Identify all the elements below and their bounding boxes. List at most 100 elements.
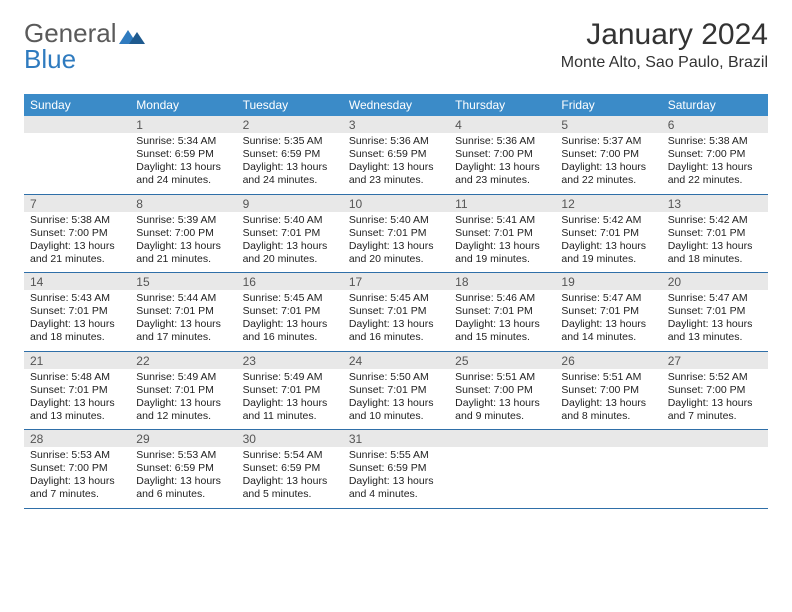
day-cell: Sunrise: 5:51 AM Sunset: 7:00 PM Dayligh… xyxy=(555,369,661,430)
day-cell: Sunrise: 5:45 AM Sunset: 7:01 PM Dayligh… xyxy=(343,290,449,351)
day-cell xyxy=(555,447,661,508)
weekday-label: Thursday xyxy=(449,94,555,116)
day-number: 7 xyxy=(24,195,130,212)
day-number: 12 xyxy=(555,195,661,212)
weeks-container: 123456Sunrise: 5:34 AM Sunset: 6:59 PM D… xyxy=(24,116,768,509)
day-number: 6 xyxy=(662,116,768,133)
header: General January 2024 Monte Alto, Sao Pau… xyxy=(24,18,768,72)
day-content-row: Sunrise: 5:43 AM Sunset: 7:01 PM Dayligh… xyxy=(24,290,768,351)
day-cell: Sunrise: 5:36 AM Sunset: 7:00 PM Dayligh… xyxy=(449,133,555,194)
day-cell: Sunrise: 5:55 AM Sunset: 6:59 PM Dayligh… xyxy=(343,447,449,508)
day-cell: Sunrise: 5:37 AM Sunset: 7:00 PM Dayligh… xyxy=(555,133,661,194)
day-cell: Sunrise: 5:51 AM Sunset: 7:00 PM Dayligh… xyxy=(449,369,555,430)
day-number: 2 xyxy=(237,116,343,133)
calendar: Sunday Monday Tuesday Wednesday Thursday… xyxy=(24,94,768,509)
logo-word2: Blue xyxy=(24,44,76,75)
day-number: 30 xyxy=(237,430,343,447)
week-block: 21222324252627Sunrise: 5:48 AM Sunset: 7… xyxy=(24,352,768,431)
day-cell: Sunrise: 5:48 AM Sunset: 7:01 PM Dayligh… xyxy=(24,369,130,430)
weekday-label: Friday xyxy=(555,94,661,116)
day-cell: Sunrise: 5:34 AM Sunset: 6:59 PM Dayligh… xyxy=(130,133,236,194)
day-cell: Sunrise: 5:50 AM Sunset: 7:01 PM Dayligh… xyxy=(343,369,449,430)
day-number xyxy=(449,430,555,447)
day-cell: Sunrise: 5:40 AM Sunset: 7:01 PM Dayligh… xyxy=(343,212,449,273)
day-number-row: 78910111213 xyxy=(24,195,768,212)
week-block: 123456Sunrise: 5:34 AM Sunset: 6:59 PM D… xyxy=(24,116,768,195)
day-cell: Sunrise: 5:40 AM Sunset: 7:01 PM Dayligh… xyxy=(237,212,343,273)
day-number: 27 xyxy=(662,352,768,369)
day-cell: Sunrise: 5:42 AM Sunset: 7:01 PM Dayligh… xyxy=(662,212,768,273)
day-cell: Sunrise: 5:42 AM Sunset: 7:01 PM Dayligh… xyxy=(555,212,661,273)
day-number: 28 xyxy=(24,430,130,447)
title-block: January 2024 Monte Alto, Sao Paulo, Braz… xyxy=(561,18,768,72)
day-number: 22 xyxy=(130,352,236,369)
day-number: 16 xyxy=(237,273,343,290)
location: Monte Alto, Sao Paulo, Brazil xyxy=(561,54,768,72)
day-cell xyxy=(449,447,555,508)
day-content-row: Sunrise: 5:48 AM Sunset: 7:01 PM Dayligh… xyxy=(24,369,768,430)
day-number: 4 xyxy=(449,116,555,133)
week-block: 28293031Sunrise: 5:53 AM Sunset: 7:00 PM… xyxy=(24,430,768,509)
day-number: 21 xyxy=(24,352,130,369)
day-number: 23 xyxy=(237,352,343,369)
weekday-label: Wednesday xyxy=(343,94,449,116)
day-cell: Sunrise: 5:54 AM Sunset: 6:59 PM Dayligh… xyxy=(237,447,343,508)
day-cell: Sunrise: 5:35 AM Sunset: 6:59 PM Dayligh… xyxy=(237,133,343,194)
weekday-label: Monday xyxy=(130,94,236,116)
day-cell: Sunrise: 5:53 AM Sunset: 7:00 PM Dayligh… xyxy=(24,447,130,508)
day-cell: Sunrise: 5:45 AM Sunset: 7:01 PM Dayligh… xyxy=(237,290,343,351)
day-cell: Sunrise: 5:43 AM Sunset: 7:01 PM Dayligh… xyxy=(24,290,130,351)
day-number: 9 xyxy=(237,195,343,212)
day-number: 11 xyxy=(449,195,555,212)
day-number-row: 21222324252627 xyxy=(24,352,768,369)
day-number-row: 14151617181920 xyxy=(24,273,768,290)
day-number: 26 xyxy=(555,352,661,369)
day-number: 14 xyxy=(24,273,130,290)
day-number: 18 xyxy=(449,273,555,290)
day-number xyxy=(662,430,768,447)
day-number: 19 xyxy=(555,273,661,290)
week-block: 14151617181920Sunrise: 5:43 AM Sunset: 7… xyxy=(24,273,768,352)
day-number-row: 123456 xyxy=(24,116,768,133)
day-number: 25 xyxy=(449,352,555,369)
weekday-header-row: Sunday Monday Tuesday Wednesday Thursday… xyxy=(24,94,768,116)
day-number: 13 xyxy=(662,195,768,212)
day-number: 31 xyxy=(343,430,449,447)
day-cell: Sunrise: 5:47 AM Sunset: 7:01 PM Dayligh… xyxy=(662,290,768,351)
day-cell xyxy=(24,133,130,194)
weekday-label: Tuesday xyxy=(237,94,343,116)
day-cell: Sunrise: 5:46 AM Sunset: 7:01 PM Dayligh… xyxy=(449,290,555,351)
day-number: 15 xyxy=(130,273,236,290)
day-cell: Sunrise: 5:52 AM Sunset: 7:00 PM Dayligh… xyxy=(662,369,768,430)
day-cell: Sunrise: 5:39 AM Sunset: 7:00 PM Dayligh… xyxy=(130,212,236,273)
day-cell: Sunrise: 5:36 AM Sunset: 6:59 PM Dayligh… xyxy=(343,133,449,194)
day-number: 20 xyxy=(662,273,768,290)
day-number: 24 xyxy=(343,352,449,369)
day-cell xyxy=(662,447,768,508)
day-cell: Sunrise: 5:41 AM Sunset: 7:01 PM Dayligh… xyxy=(449,212,555,273)
day-cell: Sunrise: 5:49 AM Sunset: 7:01 PM Dayligh… xyxy=(130,369,236,430)
day-number: 17 xyxy=(343,273,449,290)
weekday-label: Sunday xyxy=(24,94,130,116)
day-cell: Sunrise: 5:53 AM Sunset: 6:59 PM Dayligh… xyxy=(130,447,236,508)
day-number: 3 xyxy=(343,116,449,133)
day-number: 8 xyxy=(130,195,236,212)
month-title: January 2024 xyxy=(561,18,768,52)
weekday-label: Saturday xyxy=(662,94,768,116)
day-number: 29 xyxy=(130,430,236,447)
day-number xyxy=(24,116,130,133)
day-content-row: Sunrise: 5:38 AM Sunset: 7:00 PM Dayligh… xyxy=(24,212,768,273)
day-content-row: Sunrise: 5:34 AM Sunset: 6:59 PM Dayligh… xyxy=(24,133,768,194)
week-block: 78910111213Sunrise: 5:38 AM Sunset: 7:00… xyxy=(24,195,768,274)
day-number: 10 xyxy=(343,195,449,212)
day-number: 5 xyxy=(555,116,661,133)
day-cell: Sunrise: 5:38 AM Sunset: 7:00 PM Dayligh… xyxy=(662,133,768,194)
day-cell: Sunrise: 5:38 AM Sunset: 7:00 PM Dayligh… xyxy=(24,212,130,273)
day-cell: Sunrise: 5:49 AM Sunset: 7:01 PM Dayligh… xyxy=(237,369,343,430)
day-content-row: Sunrise: 5:53 AM Sunset: 7:00 PM Dayligh… xyxy=(24,447,768,508)
day-number: 1 xyxy=(130,116,236,133)
day-number xyxy=(555,430,661,447)
day-number-row: 28293031 xyxy=(24,430,768,447)
day-cell: Sunrise: 5:47 AM Sunset: 7:01 PM Dayligh… xyxy=(555,290,661,351)
day-cell: Sunrise: 5:44 AM Sunset: 7:01 PM Dayligh… xyxy=(130,290,236,351)
